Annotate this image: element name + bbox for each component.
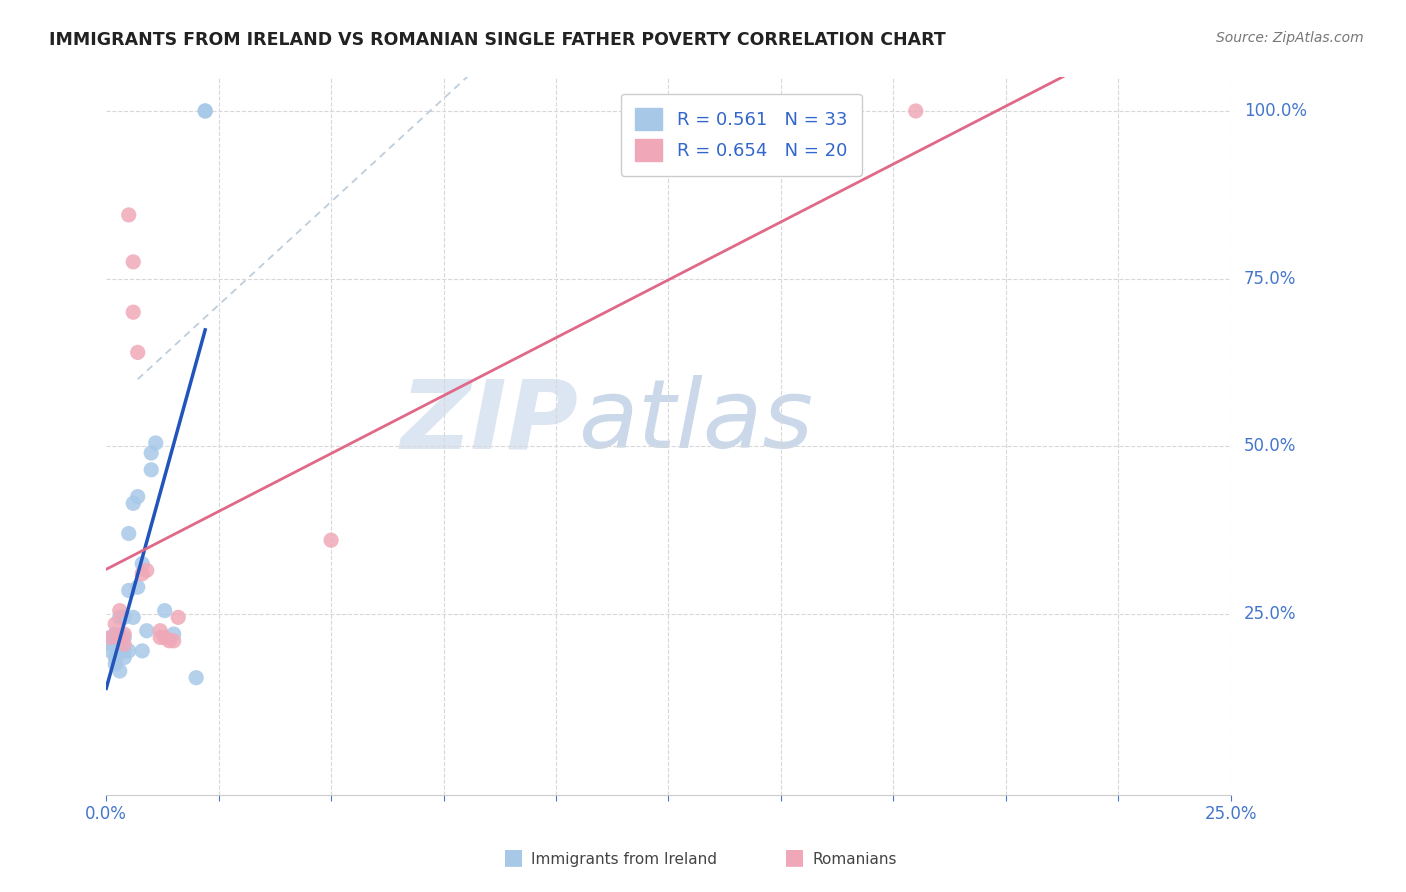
Point	[186, 671, 208, 685]
Point	[145, 436, 167, 450]
Point	[112, 627, 135, 641]
Point	[112, 650, 135, 665]
Text: 75.0%: 75.0%	[1244, 269, 1296, 287]
Point	[131, 644, 153, 658]
Point	[135, 563, 157, 577]
Point	[194, 103, 217, 118]
Point	[100, 637, 122, 651]
Point	[122, 255, 145, 269]
Point	[100, 631, 122, 645]
Text: ■: ■	[785, 847, 804, 867]
Point	[135, 624, 157, 638]
Point	[108, 631, 131, 645]
Point	[149, 624, 172, 638]
Point	[118, 583, 141, 598]
Text: ■: ■	[503, 847, 523, 867]
Point	[319, 533, 342, 548]
Point	[153, 604, 176, 618]
Text: ZIP: ZIP	[401, 376, 578, 468]
Point	[118, 644, 141, 658]
Point	[118, 526, 141, 541]
Point	[108, 644, 131, 658]
Point	[104, 631, 127, 645]
Point	[194, 103, 217, 118]
Point	[108, 610, 131, 624]
Point	[122, 496, 145, 510]
Text: Immigrants from Ireland: Immigrants from Ireland	[531, 852, 717, 867]
Point	[127, 580, 149, 594]
Point	[104, 650, 127, 665]
Point	[118, 208, 141, 222]
Text: Romanians: Romanians	[813, 852, 897, 867]
Point	[122, 610, 145, 624]
Point	[112, 637, 135, 651]
Text: IMMIGRANTS FROM IRELAND VS ROMANIAN SINGLE FATHER POVERTY CORRELATION CHART: IMMIGRANTS FROM IRELAND VS ROMANIAN SING…	[49, 31, 946, 49]
Text: 100.0%: 100.0%	[1244, 102, 1308, 120]
Point	[163, 627, 186, 641]
Point	[104, 627, 127, 641]
Point	[163, 633, 186, 648]
Point	[127, 490, 149, 504]
Point	[112, 644, 135, 658]
Point	[141, 463, 163, 477]
Point	[149, 631, 172, 645]
Point	[127, 345, 149, 359]
Point	[112, 631, 135, 645]
Point	[122, 305, 145, 319]
Point	[108, 604, 131, 618]
Point	[153, 631, 176, 645]
Text: Source: ZipAtlas.com: Source: ZipAtlas.com	[1216, 31, 1364, 45]
Text: 25.0%: 25.0%	[1244, 605, 1296, 623]
Point	[167, 610, 190, 624]
Point	[104, 657, 127, 672]
Legend: R = 0.561   N = 33, R = 0.654   N = 20: R = 0.561 N = 33, R = 0.654 N = 20	[621, 94, 862, 176]
Point	[100, 631, 122, 645]
Point	[112, 610, 135, 624]
Text: 50.0%: 50.0%	[1244, 437, 1296, 455]
Point	[157, 633, 180, 648]
Point	[131, 566, 153, 581]
Point	[108, 664, 131, 678]
Point	[131, 557, 153, 571]
Point	[904, 103, 927, 118]
Point	[100, 644, 122, 658]
Text: atlas: atlas	[578, 376, 814, 468]
Point	[104, 617, 127, 632]
Point	[141, 446, 163, 460]
Point	[108, 631, 131, 645]
